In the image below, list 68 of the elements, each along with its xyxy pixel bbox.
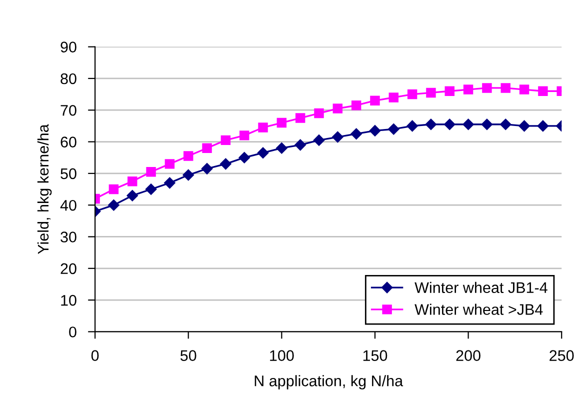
- point: [295, 113, 306, 123]
- point: [463, 84, 474, 94]
- point: [351, 100, 362, 110]
- y-axis-title: Yield, hkg kerne/ha: [37, 124, 52, 254]
- point: [294, 139, 306, 151]
- point: [182, 169, 194, 181]
- y-tick-label: 50: [60, 168, 76, 180]
- point: [425, 118, 437, 130]
- point: [388, 124, 400, 135]
- point: [164, 159, 175, 169]
- point: [238, 152, 250, 164]
- point: [126, 190, 138, 202]
- point: [500, 83, 510, 93]
- point: [164, 177, 176, 189]
- point: [426, 88, 436, 98]
- x-tick-label: 100: [270, 350, 294, 361]
- point: [201, 163, 213, 174]
- point: [313, 134, 325, 146]
- y-tick-label: 20: [60, 263, 76, 274]
- x-tick-label: 250: [550, 350, 574, 361]
- point: [314, 108, 324, 118]
- point: [482, 83, 492, 93]
- point: [370, 96, 380, 106]
- point: [538, 86, 548, 96]
- point: [108, 199, 120, 211]
- point: [220, 158, 232, 170]
- point: [350, 128, 362, 140]
- point: [257, 147, 269, 158]
- point: [332, 131, 344, 143]
- point: [518, 120, 530, 132]
- point: [258, 122, 268, 132]
- point: [500, 118, 512, 130]
- point: [146, 166, 156, 177]
- point: [183, 151, 194, 161]
- point: [537, 120, 549, 132]
- x-tick-label: 150: [363, 350, 388, 361]
- point: [220, 135, 231, 146]
- y-tick-label: 10: [61, 294, 76, 306]
- point: [406, 120, 418, 132]
- point: [332, 104, 343, 114]
- y-tick-label: 0: [69, 326, 76, 338]
- x-tick-label: 200: [456, 350, 480, 361]
- point: [108, 184, 119, 194]
- point: [388, 92, 398, 102]
- legend-label: Winter wheat JB1-4: [414, 282, 548, 294]
- point: [202, 143, 212, 153]
- point: [407, 89, 418, 100]
- y-tick-label: 30: [60, 232, 76, 242]
- y-tick-label: 60: [60, 136, 76, 148]
- point: [276, 142, 288, 154]
- x-tick-label: 0: [91, 350, 99, 361]
- x-tick-label: 50: [180, 350, 196, 361]
- point: [444, 118, 456, 130]
- point: [369, 125, 381, 136]
- y-tick-label: 70: [60, 104, 76, 116]
- x-axis-title: N application, kg N/ha: [254, 375, 404, 390]
- y-tick-label: 40: [60, 200, 76, 211]
- point: [145, 184, 157, 195]
- point: [462, 118, 474, 130]
- point: [519, 84, 530, 94]
- point: [276, 118, 287, 128]
- point: [481, 118, 493, 130]
- y-tick-label: 90: [60, 42, 76, 52]
- y-tick-label: 80: [60, 73, 76, 84]
- point: [239, 130, 250, 140]
- legend-label: Winter wheat >JB4: [414, 304, 543, 315]
- point: [444, 86, 454, 96]
- point: [128, 176, 138, 186]
